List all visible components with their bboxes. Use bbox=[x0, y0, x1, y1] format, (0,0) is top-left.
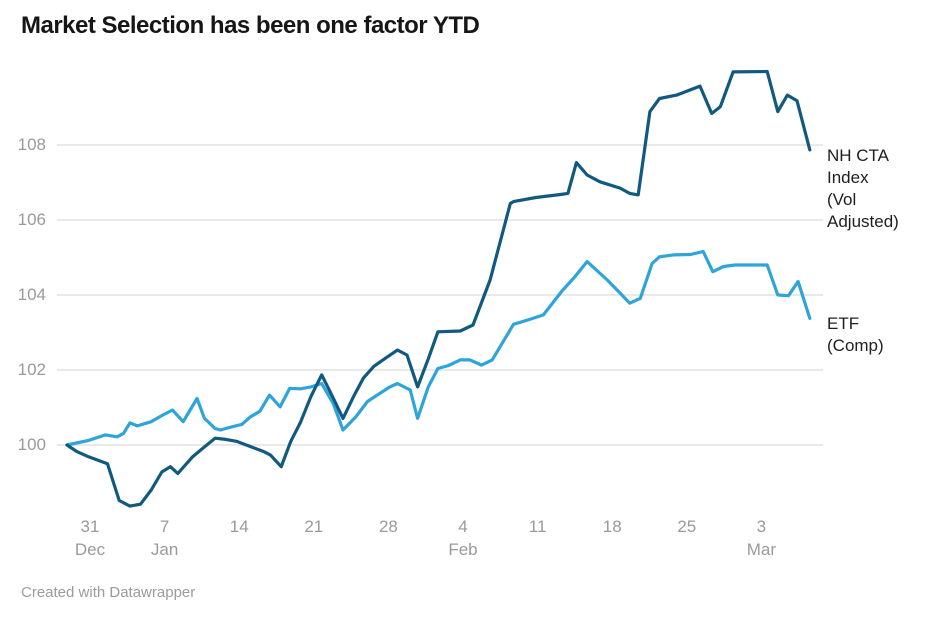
x-axis-day-label: 25 bbox=[677, 517, 697, 536]
y-axis-tick-label: 104 bbox=[17, 285, 46, 304]
x-axis-month-label: Jan bbox=[150, 540, 179, 559]
x-axis-tick-label: 14 bbox=[199, 515, 279, 538]
x-axis-day-label: 21 bbox=[304, 517, 324, 536]
y-axis-tick-label: 106 bbox=[17, 210, 46, 229]
x-axis-tick-label: 18 bbox=[572, 515, 652, 538]
x-axis-month-label: Dec bbox=[74, 540, 106, 559]
x-axis-day-label: 28 bbox=[378, 517, 398, 536]
x-axis-day-label: 4 bbox=[458, 517, 468, 536]
x-axis-day-label: 18 bbox=[602, 517, 622, 536]
x-axis-tick-label: 4 Feb bbox=[423, 515, 503, 561]
x-axis-month-label: Mar bbox=[746, 540, 777, 559]
x-axis-day-label: 14 bbox=[229, 517, 249, 536]
x-axis-tick-label: 25 bbox=[647, 515, 727, 538]
chart-title: Market Selection has been one factor YTD bbox=[21, 12, 480, 39]
x-axis-tick-label: 7 Jan bbox=[125, 515, 205, 561]
x-axis-tick-label: 31 Dec bbox=[50, 515, 130, 561]
x-axis-day-label: 31 bbox=[80, 517, 100, 536]
series-label-etf-comp: ETF (Comp) bbox=[827, 314, 884, 356]
series-label-nh-cta-index: NH CTA Index (Vol Adjusted) bbox=[827, 145, 899, 231]
attribution: Created with Datawrapper bbox=[21, 584, 196, 601]
x-axis-tick-label: 28 bbox=[348, 515, 428, 538]
x-axis-day-label: 7 bbox=[159, 517, 170, 536]
y-axis-tick-label: 102 bbox=[17, 360, 46, 379]
y-axis-tick-label: 100 bbox=[17, 435, 46, 454]
x-axis-tick-label: 11 bbox=[498, 515, 578, 538]
y-axis-tick-label: 108 bbox=[17, 135, 46, 154]
x-axis-day-label: 11 bbox=[528, 517, 547, 536]
x-axis-tick-label: 21 bbox=[274, 515, 354, 538]
series-line-etf-comp bbox=[65, 249, 812, 447]
x-axis-month-label: Feb bbox=[448, 540, 478, 559]
series-line-nh-cta-index bbox=[65, 69, 812, 508]
x-axis-day-label: 3 bbox=[756, 517, 767, 536]
x-axis-tick-label: 3 Mar bbox=[721, 515, 801, 561]
